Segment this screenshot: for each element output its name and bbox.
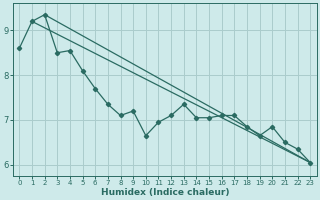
X-axis label: Humidex (Indice chaleur): Humidex (Indice chaleur) — [100, 188, 229, 197]
